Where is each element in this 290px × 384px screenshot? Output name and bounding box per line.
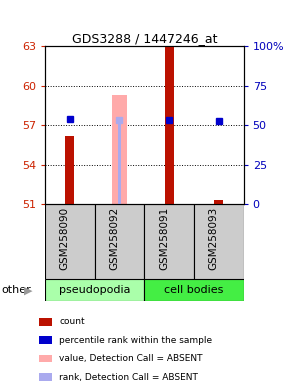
Bar [194, 204, 244, 279]
Text: GSM258091: GSM258091 [159, 207, 169, 270]
Bar [118, 121, 121, 204]
Text: GSM258090: GSM258090 [60, 207, 70, 270]
Text: rank, Detection Call = ABSENT: rank, Detection Call = ABSENT [59, 372, 198, 382]
Text: pseudopodia: pseudopodia [59, 285, 130, 295]
Text: count: count [59, 317, 85, 326]
Bar [65, 136, 74, 204]
Text: other: other [1, 285, 31, 295]
Bar [95, 204, 144, 279]
Text: ▶: ▶ [24, 285, 33, 295]
Title: GDS3288 / 1447246_at: GDS3288 / 1447246_at [72, 32, 217, 45]
Bar [112, 95, 127, 204]
Text: cell bodies: cell bodies [164, 285, 224, 295]
Bar [45, 204, 95, 279]
Bar [144, 279, 244, 301]
Bar [144, 204, 194, 279]
Bar [45, 279, 144, 301]
Text: GSM258093: GSM258093 [209, 207, 219, 270]
Text: percentile rank within the sample: percentile rank within the sample [59, 336, 213, 345]
Text: GSM258092: GSM258092 [109, 207, 119, 270]
Bar [165, 46, 174, 204]
Bar [214, 200, 223, 204]
Text: value, Detection Call = ABSENT: value, Detection Call = ABSENT [59, 354, 203, 363]
